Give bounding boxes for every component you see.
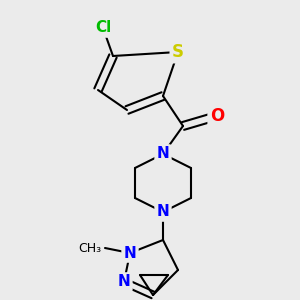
Text: O: O [210, 107, 224, 125]
Text: CH₃: CH₃ [78, 242, 101, 254]
Text: N: N [157, 146, 169, 161]
Text: N: N [124, 245, 136, 260]
Text: S: S [172, 43, 184, 61]
Text: N: N [157, 205, 169, 220]
Text: N: N [118, 274, 130, 290]
Text: Cl: Cl [95, 20, 111, 35]
